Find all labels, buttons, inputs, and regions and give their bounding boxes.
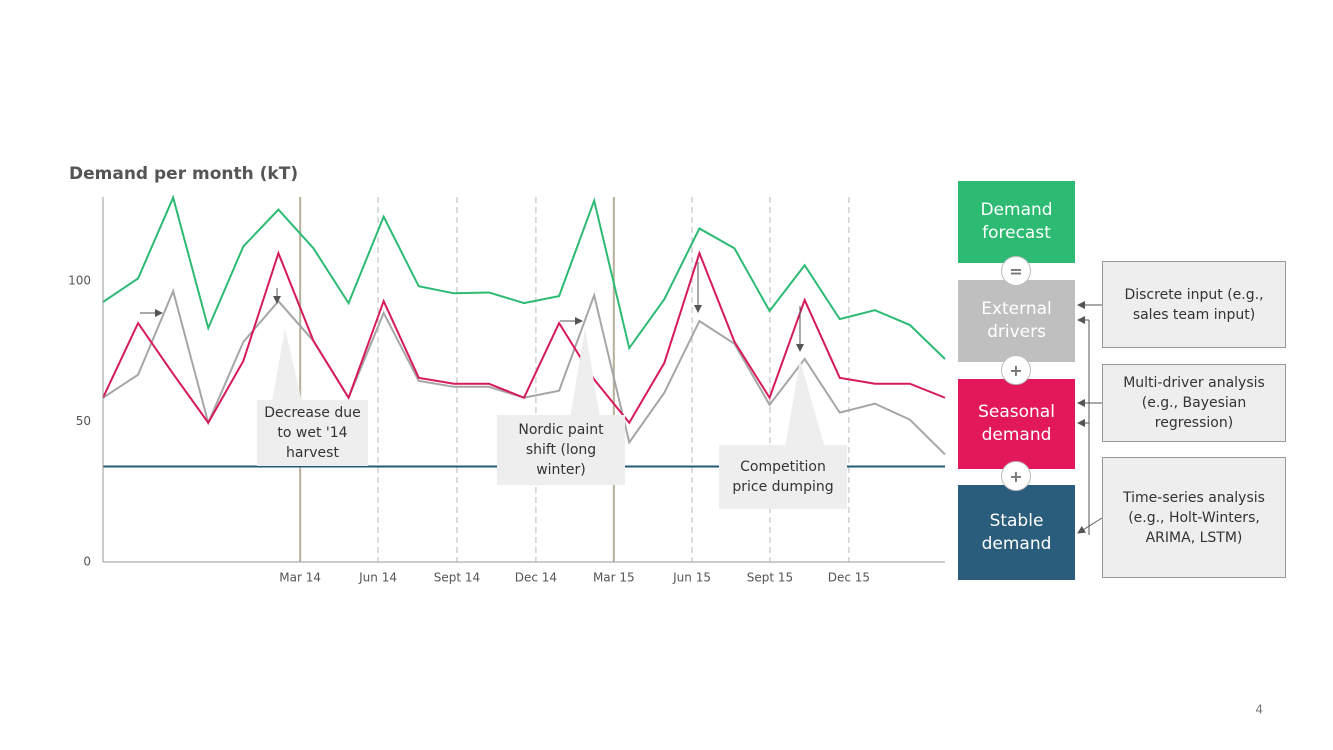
callout-pointer xyxy=(785,360,825,448)
x-tick-label: Dec 14 xyxy=(515,571,557,585)
x-tick-label: Mar 14 xyxy=(279,571,321,585)
series-line xyxy=(102,250,946,425)
chart-title: Demand per month (kT) xyxy=(69,164,298,184)
legend-box: External drivers xyxy=(958,280,1075,362)
x-tick-label: Sept 15 xyxy=(747,571,793,585)
x-tick-label: Dec 15 xyxy=(828,571,870,585)
operator: = xyxy=(1001,256,1031,286)
legend-box: Stable demand xyxy=(958,485,1075,580)
legend-box: Demand forecast xyxy=(958,181,1075,263)
y-tick-label: 50 xyxy=(76,414,91,428)
page-number: 4 xyxy=(1255,703,1263,717)
annotation: Competition price dumping xyxy=(719,445,847,509)
legend-box: Seasonal demand xyxy=(958,379,1075,469)
x-tick-label: Mar 15 xyxy=(593,571,635,585)
series-line xyxy=(102,194,946,360)
annotation: Nordic paint shift (long winter) xyxy=(497,415,625,485)
y-tick-label: 0 xyxy=(83,555,91,569)
x-tick-label: Sept 14 xyxy=(434,571,480,585)
method-box: Discrete input (e.g., sales team input) xyxy=(1102,261,1286,348)
y-tick-label: 100 xyxy=(68,274,91,288)
callout-pointer xyxy=(272,328,302,402)
x-tick-label: Jun 15 xyxy=(672,571,711,585)
x-tick-label: Jun 14 xyxy=(358,571,397,585)
method-box: Multi-driver analysis (e.g., Bayesian re… xyxy=(1102,364,1286,442)
operator: + xyxy=(1001,355,1031,385)
callout-pointer xyxy=(570,328,600,418)
method-box: Time-series analysis (e.g., Holt-Winters… xyxy=(1102,457,1286,578)
annotation: Decrease due to wet '14 harvest xyxy=(257,400,368,466)
operator: + xyxy=(1001,461,1031,491)
connectors xyxy=(1077,301,1103,535)
